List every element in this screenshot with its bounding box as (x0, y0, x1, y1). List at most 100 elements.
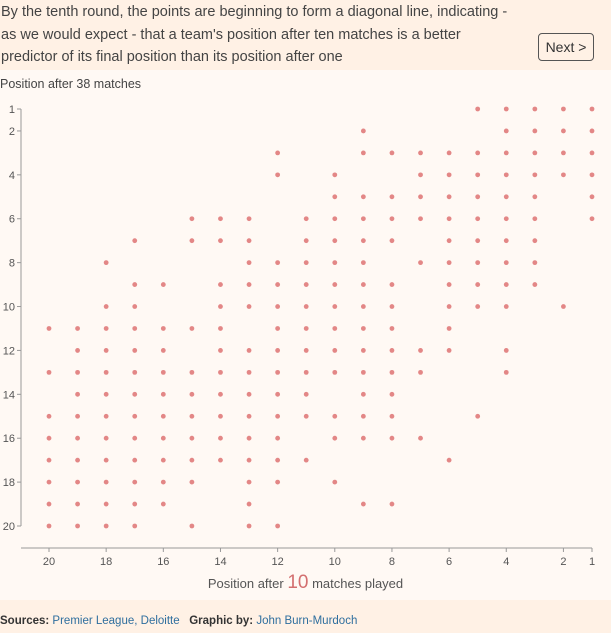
data-point (246, 282, 252, 287)
data-point (246, 304, 252, 309)
data-point (160, 501, 166, 507)
data-point (446, 348, 452, 353)
data-point (218, 238, 223, 244)
data-point (561, 172, 566, 178)
data-point (389, 413, 395, 419)
data-point (246, 523, 252, 529)
data-point (503, 216, 509, 222)
data-point (246, 457, 252, 463)
data-point (446, 282, 452, 287)
data-point (75, 391, 80, 397)
data-point (275, 523, 281, 529)
y-tick-label: 14 (3, 389, 15, 401)
data-point (189, 326, 195, 331)
data-point (275, 150, 281, 156)
data-point (218, 435, 223, 441)
data-point (160, 326, 166, 331)
data-point (332, 194, 338, 200)
data-point (389, 369, 395, 375)
data-point (532, 194, 538, 200)
sources-link[interactable]: Premier League, Deloitte (52, 615, 180, 627)
data-point (360, 326, 366, 331)
data-point (75, 457, 80, 463)
data-point (532, 150, 538, 156)
data-point (275, 391, 281, 397)
y-axis-title: Position after 38 matches (0, 77, 142, 91)
data-point (503, 172, 509, 178)
data-point (475, 413, 481, 419)
y-tick-label: 16 (3, 433, 15, 445)
data-point (275, 479, 281, 485)
data-point (218, 391, 223, 397)
data-point (446, 260, 452, 266)
data-point (389, 348, 395, 353)
data-point (103, 391, 109, 397)
next-button[interactable]: Next > (538, 33, 594, 61)
graphic-link[interactable]: John Burn-Murdoch (256, 615, 358, 627)
data-point (103, 501, 109, 507)
data-point (275, 413, 281, 419)
data-point (475, 260, 481, 266)
data-point (132, 369, 138, 375)
data-point (503, 128, 509, 134)
x-tick-label: 6 (446, 556, 452, 568)
data-point (503, 348, 509, 353)
data-point (389, 194, 395, 200)
data-point (532, 282, 538, 287)
data-point (132, 479, 138, 485)
data-point (275, 348, 281, 353)
data-point (360, 238, 366, 244)
data-point (189, 216, 195, 222)
data-point (218, 369, 223, 375)
data-point (389, 391, 395, 397)
data-point (160, 435, 166, 441)
data-point (303, 216, 309, 222)
y-tick-label: 6 (9, 214, 15, 226)
data-point (360, 216, 366, 222)
data-point (418, 348, 423, 353)
y-tick-label: 18 (3, 477, 15, 489)
data-point (103, 326, 109, 331)
x-tick-label: 10 (329, 556, 341, 568)
data-point (389, 238, 395, 244)
data-point (418, 369, 423, 375)
data-point (75, 326, 80, 331)
data-point (189, 435, 195, 441)
data-point (275, 369, 281, 375)
data-point (332, 326, 338, 331)
data-point (389, 326, 395, 331)
x-axis-title-prefix: Position after (207, 576, 284, 591)
data-point (75, 413, 80, 419)
x-tick-label: 8 (389, 556, 395, 568)
x-axis-title-number: 10 (287, 572, 309, 593)
data-point (75, 348, 80, 353)
data-point (46, 435, 52, 441)
data-point (218, 282, 223, 287)
data-point (589, 106, 595, 112)
data-point (160, 282, 166, 287)
data-point (189, 479, 195, 485)
data-point (589, 172, 595, 178)
data-point (103, 304, 109, 309)
data-point (303, 238, 309, 244)
data-point (246, 435, 252, 441)
data-point (189, 369, 195, 375)
data-point (503, 194, 509, 200)
y-tick-label: 8 (9, 258, 15, 270)
data-point (561, 150, 566, 156)
data-point (446, 172, 452, 178)
data-point (532, 172, 538, 178)
data-point (360, 348, 366, 353)
data-point (246, 216, 252, 222)
data-point (246, 501, 252, 507)
data-point (532, 238, 538, 244)
data-point (360, 304, 366, 309)
data-point (360, 150, 366, 156)
data-point (46, 479, 52, 485)
data-point (246, 413, 252, 419)
data-point (103, 457, 109, 463)
data-point (189, 391, 195, 397)
y-tick-label: 1 (9, 104, 15, 116)
data-point (46, 369, 52, 375)
